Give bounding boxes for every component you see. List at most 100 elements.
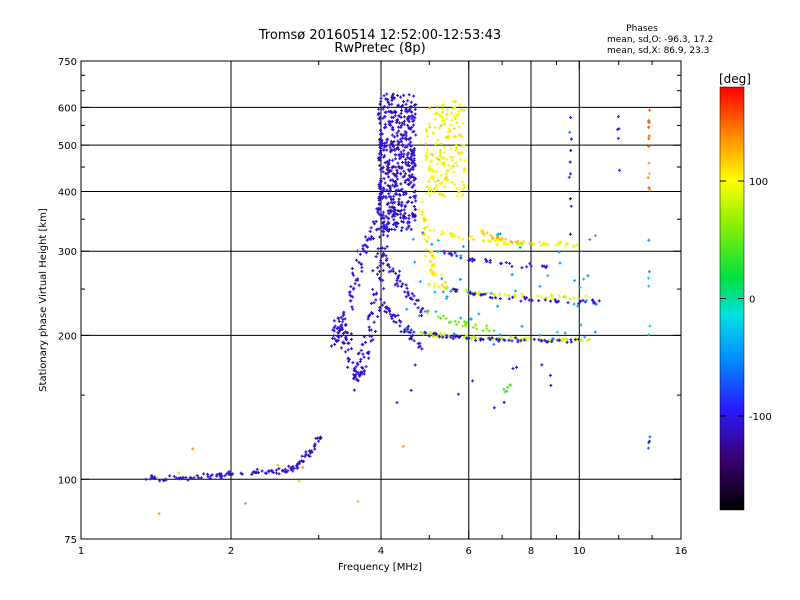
data-point xyxy=(412,294,416,298)
data-points xyxy=(144,92,652,516)
data-point xyxy=(482,238,486,242)
data-point xyxy=(421,231,425,235)
data-point xyxy=(554,243,558,247)
data-point xyxy=(491,237,495,241)
data-point xyxy=(347,359,351,363)
data-point xyxy=(464,322,468,326)
data-point xyxy=(191,447,195,451)
data-point xyxy=(277,472,281,476)
data-point xyxy=(522,239,526,243)
data-point xyxy=(430,249,434,253)
data-point xyxy=(412,204,416,208)
data-point xyxy=(501,237,505,241)
data-point xyxy=(441,118,445,122)
data-point xyxy=(411,152,415,156)
data-point xyxy=(352,388,356,392)
data-point xyxy=(156,476,160,480)
data-point xyxy=(563,244,567,248)
data-point xyxy=(384,195,388,199)
data-point xyxy=(442,150,446,154)
data-point xyxy=(537,338,541,342)
data-point xyxy=(387,307,391,311)
data-point xyxy=(442,145,446,149)
data-point xyxy=(455,288,459,292)
data-point xyxy=(364,235,368,239)
data-point xyxy=(391,269,395,273)
data-point xyxy=(391,92,395,96)
data-point xyxy=(409,100,413,104)
data-point xyxy=(489,291,493,295)
data-point xyxy=(402,100,406,104)
data-point xyxy=(443,122,447,126)
data-point xyxy=(474,323,478,327)
data-point xyxy=(556,338,560,342)
colorbar-tick-label: 0 xyxy=(749,295,755,306)
data-point xyxy=(377,202,381,206)
data-point xyxy=(452,135,456,139)
data-point xyxy=(402,169,406,173)
data-point xyxy=(647,161,651,165)
data-point xyxy=(484,257,488,261)
data-point xyxy=(337,335,341,339)
data-point xyxy=(395,401,399,405)
data-point xyxy=(421,332,425,336)
data-point xyxy=(443,280,447,284)
data-point xyxy=(434,169,438,173)
data-point xyxy=(412,161,416,165)
data-point xyxy=(498,237,502,241)
data-point xyxy=(369,339,373,343)
data-point xyxy=(397,197,401,201)
data-point xyxy=(344,322,348,326)
y-tick-label: 400 xyxy=(58,187,77,198)
data-point xyxy=(403,174,407,178)
data-point xyxy=(488,338,492,342)
data-point xyxy=(388,205,392,209)
y-tick-label: 75 xyxy=(64,535,77,546)
data-point xyxy=(307,449,311,453)
data-point xyxy=(647,284,651,288)
data-point xyxy=(453,182,457,186)
data-point xyxy=(396,313,400,317)
data-point xyxy=(398,189,402,193)
data-point xyxy=(431,170,435,174)
data-point xyxy=(402,149,406,152)
data-point xyxy=(495,243,499,247)
data-point xyxy=(504,293,508,297)
data-point xyxy=(538,240,542,244)
data-point xyxy=(497,338,501,342)
data-point xyxy=(383,181,387,185)
data-point xyxy=(228,472,232,476)
data-point xyxy=(414,133,418,137)
data-point xyxy=(466,290,470,294)
data-point xyxy=(579,323,583,327)
data-point xyxy=(406,123,410,127)
data-point xyxy=(383,115,387,119)
data-point xyxy=(148,477,152,481)
data-point xyxy=(472,238,476,242)
data-point xyxy=(162,478,166,482)
data-point xyxy=(503,338,507,342)
data-point xyxy=(402,133,406,137)
data-point xyxy=(413,260,417,264)
data-point xyxy=(383,247,387,251)
data-point xyxy=(429,152,433,156)
data-point xyxy=(333,324,337,328)
data-point xyxy=(457,125,461,129)
data-point xyxy=(399,212,403,216)
data-point xyxy=(464,288,468,292)
data-point xyxy=(396,276,400,280)
data-point xyxy=(444,117,448,121)
data-point xyxy=(384,125,388,129)
data-point xyxy=(416,306,420,310)
data-point xyxy=(439,173,443,177)
data-point xyxy=(379,149,383,153)
data-point xyxy=(450,158,454,162)
data-point xyxy=(452,233,456,237)
data-point xyxy=(435,156,439,160)
data-point xyxy=(568,130,572,134)
data-point xyxy=(411,167,415,171)
data-point xyxy=(459,107,463,111)
y-axis-ticks: 75 100 200 300 400 500 600 750 xyxy=(58,57,681,546)
x-tick-label: 16 xyxy=(675,546,688,557)
data-point xyxy=(576,297,580,301)
